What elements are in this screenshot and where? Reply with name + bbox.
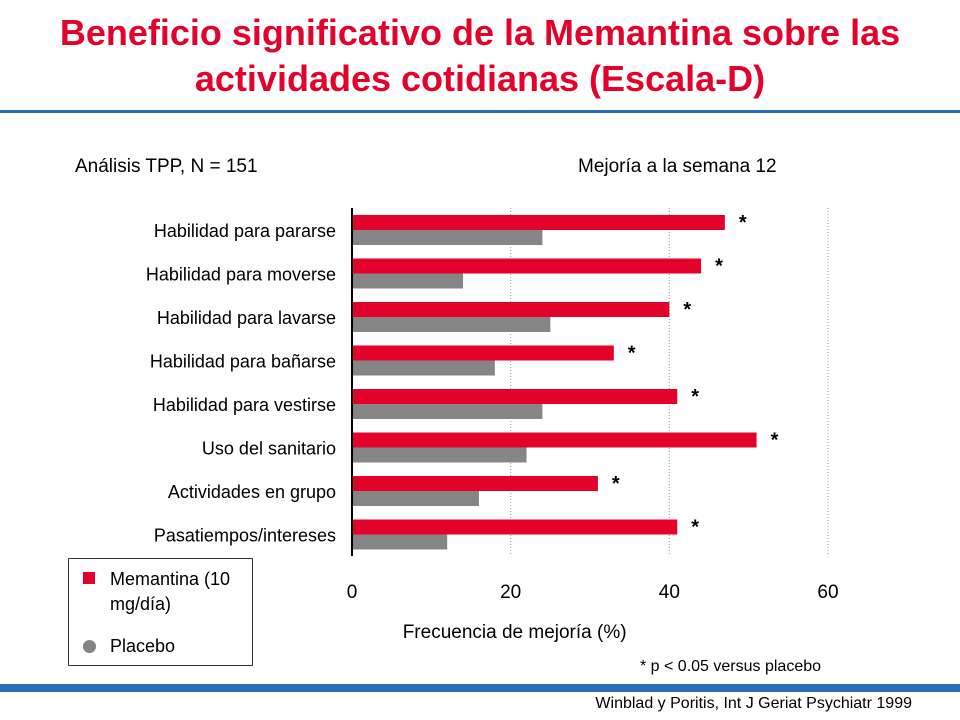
significance-marker-2: * xyxy=(683,299,691,321)
legend-placebo-swatch xyxy=(83,640,96,653)
top-divider xyxy=(0,110,960,113)
bar-memantina-0 xyxy=(352,215,725,230)
bar-memantina-3 xyxy=(352,345,614,361)
x-tick-label-60: 60 xyxy=(817,582,838,603)
bar-placebo-1 xyxy=(352,273,464,289)
x-tick-label-20: 20 xyxy=(500,582,521,603)
analysis-subtitle: Análisis TPP, N = 151 xyxy=(75,156,258,177)
significance-marker-6: * xyxy=(612,473,620,495)
bar-memantina-6 xyxy=(352,476,598,491)
bar-placebo-4 xyxy=(352,404,543,419)
category-label-1: Habilidad para moverse xyxy=(146,265,336,285)
bar-placebo-3 xyxy=(352,360,495,376)
page-title: Beneficio significativo de la Memantina … xyxy=(59,12,901,99)
significance-marker-1: * xyxy=(715,256,723,278)
category-label-5: Uso del sanitario xyxy=(202,439,336,459)
bar-placebo-0 xyxy=(352,230,543,245)
category-label-4: Habilidad para vestirse xyxy=(153,395,336,415)
significance-marker-7: * xyxy=(691,517,699,539)
significance-marker-4: * xyxy=(691,386,699,408)
significance-marker-3: * xyxy=(628,343,636,365)
x-tick-label-0: 0 xyxy=(347,582,358,603)
category-label-2: Habilidad para lavarse xyxy=(157,308,336,328)
bar-memantina-1 xyxy=(352,258,702,274)
significance-marker-0: * xyxy=(739,212,747,234)
bar-placebo-5 xyxy=(352,447,527,463)
week-subtitle: Mejoría a la semana 12 xyxy=(578,156,777,177)
category-label-0: Habilidad para pararse xyxy=(154,221,336,241)
bar-placebo-7 xyxy=(352,534,448,550)
significance-marker-5: * xyxy=(771,430,779,452)
bottom-divider xyxy=(0,684,960,692)
bar-placebo-6 xyxy=(352,491,479,506)
x-tick-label-40: 40 xyxy=(659,582,680,603)
bar-placebo-2 xyxy=(352,317,551,332)
legend: Memantina (10 mg/día) Placebo xyxy=(68,558,253,666)
source-citation: Winblad y Poritis, Int J Geriat Psychiat… xyxy=(595,695,912,712)
x-axis-label: Frecuencia de mejoría (%) xyxy=(403,622,627,643)
category-label-3: Habilidad para bañarse xyxy=(150,352,336,372)
category-label-7: Pasatiempos/intereses xyxy=(154,526,336,546)
bar-memantina-4 xyxy=(352,389,678,404)
legend-memantine-label: Memantina (10 mg/día) xyxy=(110,569,231,614)
bar-memantina-5 xyxy=(352,432,757,448)
significance-footnote: * p < 0.05 versus placebo xyxy=(640,658,822,675)
legend-memantine-swatch xyxy=(83,572,95,584)
bar-memantina-7 xyxy=(352,519,678,535)
bar-memantina-2 xyxy=(352,302,670,317)
category-label-6: Actividades en grupo xyxy=(168,482,336,502)
legend-placebo-label: Placebo xyxy=(110,636,176,656)
